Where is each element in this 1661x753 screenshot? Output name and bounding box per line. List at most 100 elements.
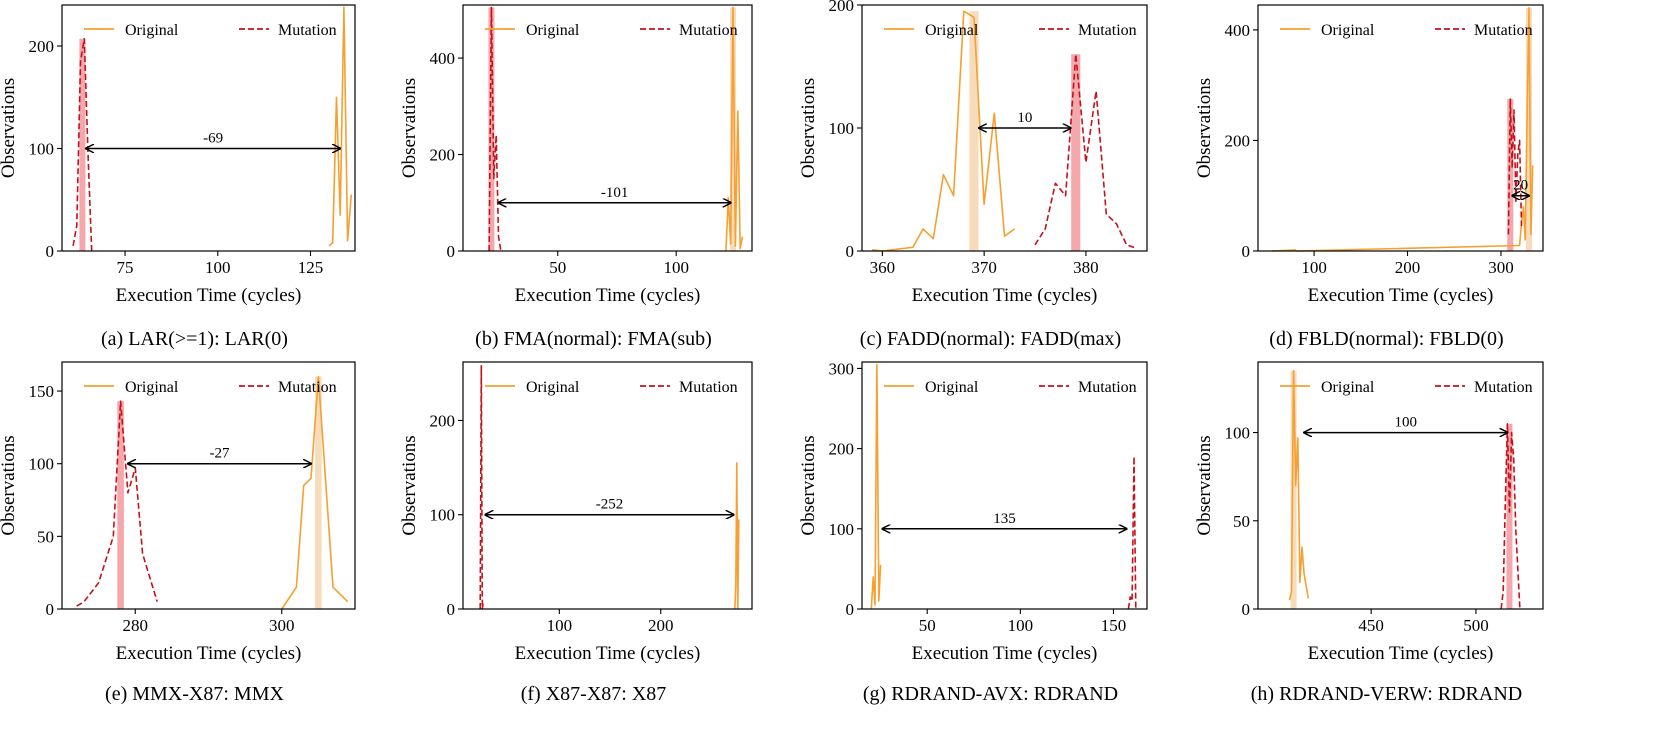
legend: Original Mutation [1280,22,1533,39]
chart-caption: (g) RDRAND-AVX: RDRAND [863,683,1118,705]
x-axis-label: Execution Time (cycles) [1308,285,1494,306]
x-tick-label: 100 [663,258,689,277]
y-axis-label: Observations [798,78,819,178]
chart-caption: (d) FBLD(normal): FBLD(0) [1269,328,1503,350]
difference-label: 135 [993,511,1016,527]
x-tick-label: 280 [123,616,149,635]
difference-label: -252 [596,497,624,513]
y-axis-label: Observations [1194,435,1215,535]
x-tick-label: 300 [269,616,295,635]
x-tick-label: 100 [1301,258,1327,277]
difference-label: -101 [601,185,629,201]
plot-frame [462,361,753,610]
x-axis-label: Execution Time (cycles) [515,285,701,306]
legend-label-original: Original [125,379,179,396]
y-tick-label: 100 [829,119,855,138]
highlight-bar-mutation [488,7,495,252]
x-axis-label: Execution Time (cycles) [1308,643,1494,664]
legend-label-original: Original [125,22,179,39]
x-tick-label: 200 [1395,258,1421,277]
chart-panel-h: 100 450 500 0 50 100 Execution Time (cycles) Ob… [1194,361,1544,705]
x-tick-label: 100 [547,616,573,635]
chart-caption: (f) X87-X87: X87 [521,683,667,705]
difference-label: 10 [1017,110,1032,126]
series-line-original [872,10,1016,252]
series-line-mutation [488,6,502,252]
highlight-bar-original [730,7,737,252]
series-line-mutation [1127,455,1137,610]
series-line-original [281,375,349,610]
x-tick-label: 360 [870,258,896,277]
chart-caption: (c) FADD(normal): FADD(max) [860,328,1121,350]
x-tick-label: 370 [971,258,997,277]
legend: Original Mutation [1280,379,1533,396]
series-line-mutation [479,364,485,610]
y-tick-label: 0 [846,600,855,619]
highlight-bar-original [315,376,322,609]
x-tick-label: 50 [549,258,566,277]
plot-frame [1257,4,1544,252]
y-tick-label: 400 [1225,21,1251,40]
legend-label-original: Original [526,22,580,39]
highlight-bar-original [1290,370,1297,609]
y-tick-label: 0 [447,600,456,619]
y-tick-label: 200 [430,411,456,430]
plot-frame [61,361,356,610]
series-line-mutation [1507,98,1523,235]
plot-frame [61,4,356,252]
series-line-mutation [76,400,158,607]
chart-caption: (a) LAR(>=1): LAR(0) [101,328,288,350]
difference-label: -27 [209,446,229,462]
x-tick-label: 50 [919,616,936,635]
y-axis-label: Observations [798,435,819,535]
x-axis-label: Execution Time (cycles) [116,643,302,664]
legend-label-original: Original [1321,22,1375,39]
legend-label-mutation: Mutation [679,22,738,39]
highlight-bar-mutation [117,401,124,609]
x-axis-label: Execution Time (cycles) [912,285,1098,306]
series-line-mutation [72,37,93,252]
chart-caption: (b) FMA(normal): FMA(sub) [475,328,712,350]
y-axis-label: Observations [399,78,420,178]
y-tick-label: 200 [829,440,855,459]
y-tick-label: 200 [829,0,855,15]
y-tick-label: 200 [430,146,456,165]
x-tick-label: 100 [1008,616,1034,635]
y-tick-label: 150 [29,382,55,401]
x-axis-label: Execution Time (cycles) [912,643,1098,664]
legend-label-mutation: Mutation [679,379,738,396]
x-tick-label: 450 [1358,616,1384,635]
legend-label-mutation: Mutation [1078,22,1137,39]
x-axis-label: Execution Time (cycles) [515,643,701,664]
chart-panel-a: -69 75 100 125 0 100 200 Execution Time (cycles… [0,4,356,350]
series-line-mutation [1500,422,1521,610]
y-tick-label: 300 [829,359,855,378]
legend: Original Mutation [485,379,738,396]
x-tick-label: 200 [648,616,674,635]
y-tick-label: 50 [1233,512,1250,531]
y-tick-label: 100 [29,140,55,159]
y-tick-label: 200 [1225,131,1251,150]
series-line-original [328,6,353,247]
difference-label: -69 [203,131,223,147]
highlight-bar-mutation [1071,54,1081,252]
y-tick-label: 100 [430,506,456,525]
y-tick-label: 50 [37,527,54,546]
series-line-mutation [1034,53,1138,250]
y-tick-label: 0 [46,242,55,261]
y-tick-label: 400 [430,49,456,68]
x-tick-label: 500 [1463,616,1489,635]
legend-label-mutation: Mutation [1474,379,1533,396]
highlight-bar-mutation [1506,423,1513,609]
legend-label-mutation: Mutation [278,22,337,39]
x-tick-label: 300 [1488,258,1514,277]
x-tick-label: 125 [298,258,324,277]
highlight-bar-original [969,11,979,252]
x-tick-label: 150 [1101,616,1127,635]
chart-panel-c: 10 360 370 380 0 100 200 Execution Time (cycles… [798,0,1148,350]
x-tick-label: 75 [117,258,134,277]
y-tick-label: 200 [29,37,55,56]
y-tick-label: 100 [29,455,55,474]
difference-label: 20 [1513,178,1528,194]
